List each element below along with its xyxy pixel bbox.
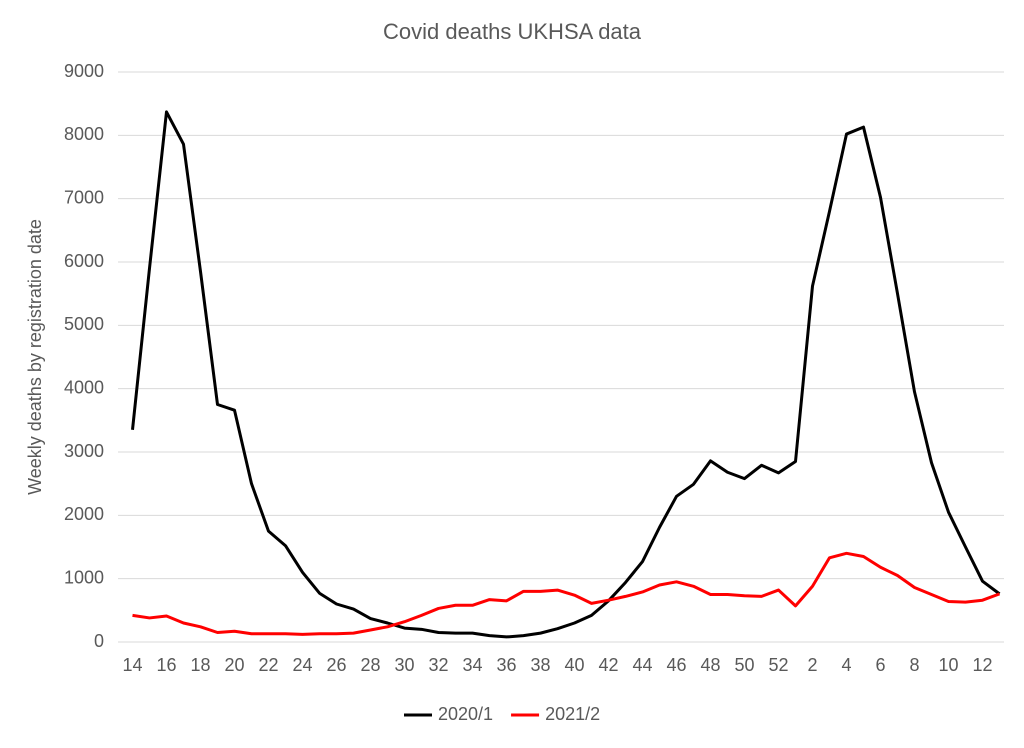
x-tick-label: 10 (938, 655, 958, 675)
y-tick-label: 1000 (64, 567, 104, 587)
legend-label: 2021/2 (545, 704, 600, 724)
x-tick-label: 28 (360, 655, 380, 675)
y-tick-label: 7000 (64, 187, 104, 207)
y-tick-label: 0 (94, 631, 104, 651)
y-tick-label: 2000 (64, 504, 104, 524)
x-tick-label: 22 (258, 655, 278, 675)
x-tick-label: 30 (394, 655, 414, 675)
legend-label: 2020/1 (438, 704, 493, 724)
x-tick-label: 8 (909, 655, 919, 675)
x-tick-label: 6 (875, 655, 885, 675)
y-tick-label: 8000 (64, 124, 104, 144)
y-tick-label: 9000 (64, 61, 104, 81)
y-tick-label: 6000 (64, 251, 104, 271)
y-tick-label: 5000 (64, 314, 104, 334)
x-tick-label: 52 (768, 655, 788, 675)
x-tick-label: 50 (734, 655, 754, 675)
x-tick-label: 46 (666, 655, 686, 675)
x-tick-label: 14 (122, 655, 142, 675)
y-tick-label: 4000 (64, 377, 104, 397)
x-tick-label: 12 (972, 655, 992, 675)
x-tick-label: 38 (530, 655, 550, 675)
x-tick-label: 24 (292, 655, 312, 675)
chart-title: Covid deaths UKHSA data (383, 19, 642, 44)
x-tick-label: 16 (156, 655, 176, 675)
line-series (132, 551, 1001, 636)
x-tick-label: 48 (700, 655, 720, 675)
x-tick-label: 2 (807, 655, 817, 675)
x-tick-label: 18 (190, 655, 210, 675)
x-tick-label: 44 (632, 655, 652, 675)
x-tick-label: 40 (564, 655, 584, 675)
line-series (131, 110, 1001, 639)
x-tick-label: 42 (598, 655, 618, 675)
x-tick-label: 34 (462, 655, 482, 675)
y-tick-label: 3000 (64, 441, 104, 461)
x-tick-label: 32 (428, 655, 448, 675)
x-tick-label: 20 (224, 655, 244, 675)
x-tick-label: 36 (496, 655, 516, 675)
x-tick-label: 26 (326, 655, 346, 675)
y-axis-label: Weekly deaths by registration date (25, 219, 45, 495)
x-tick-label: 4 (841, 655, 851, 675)
